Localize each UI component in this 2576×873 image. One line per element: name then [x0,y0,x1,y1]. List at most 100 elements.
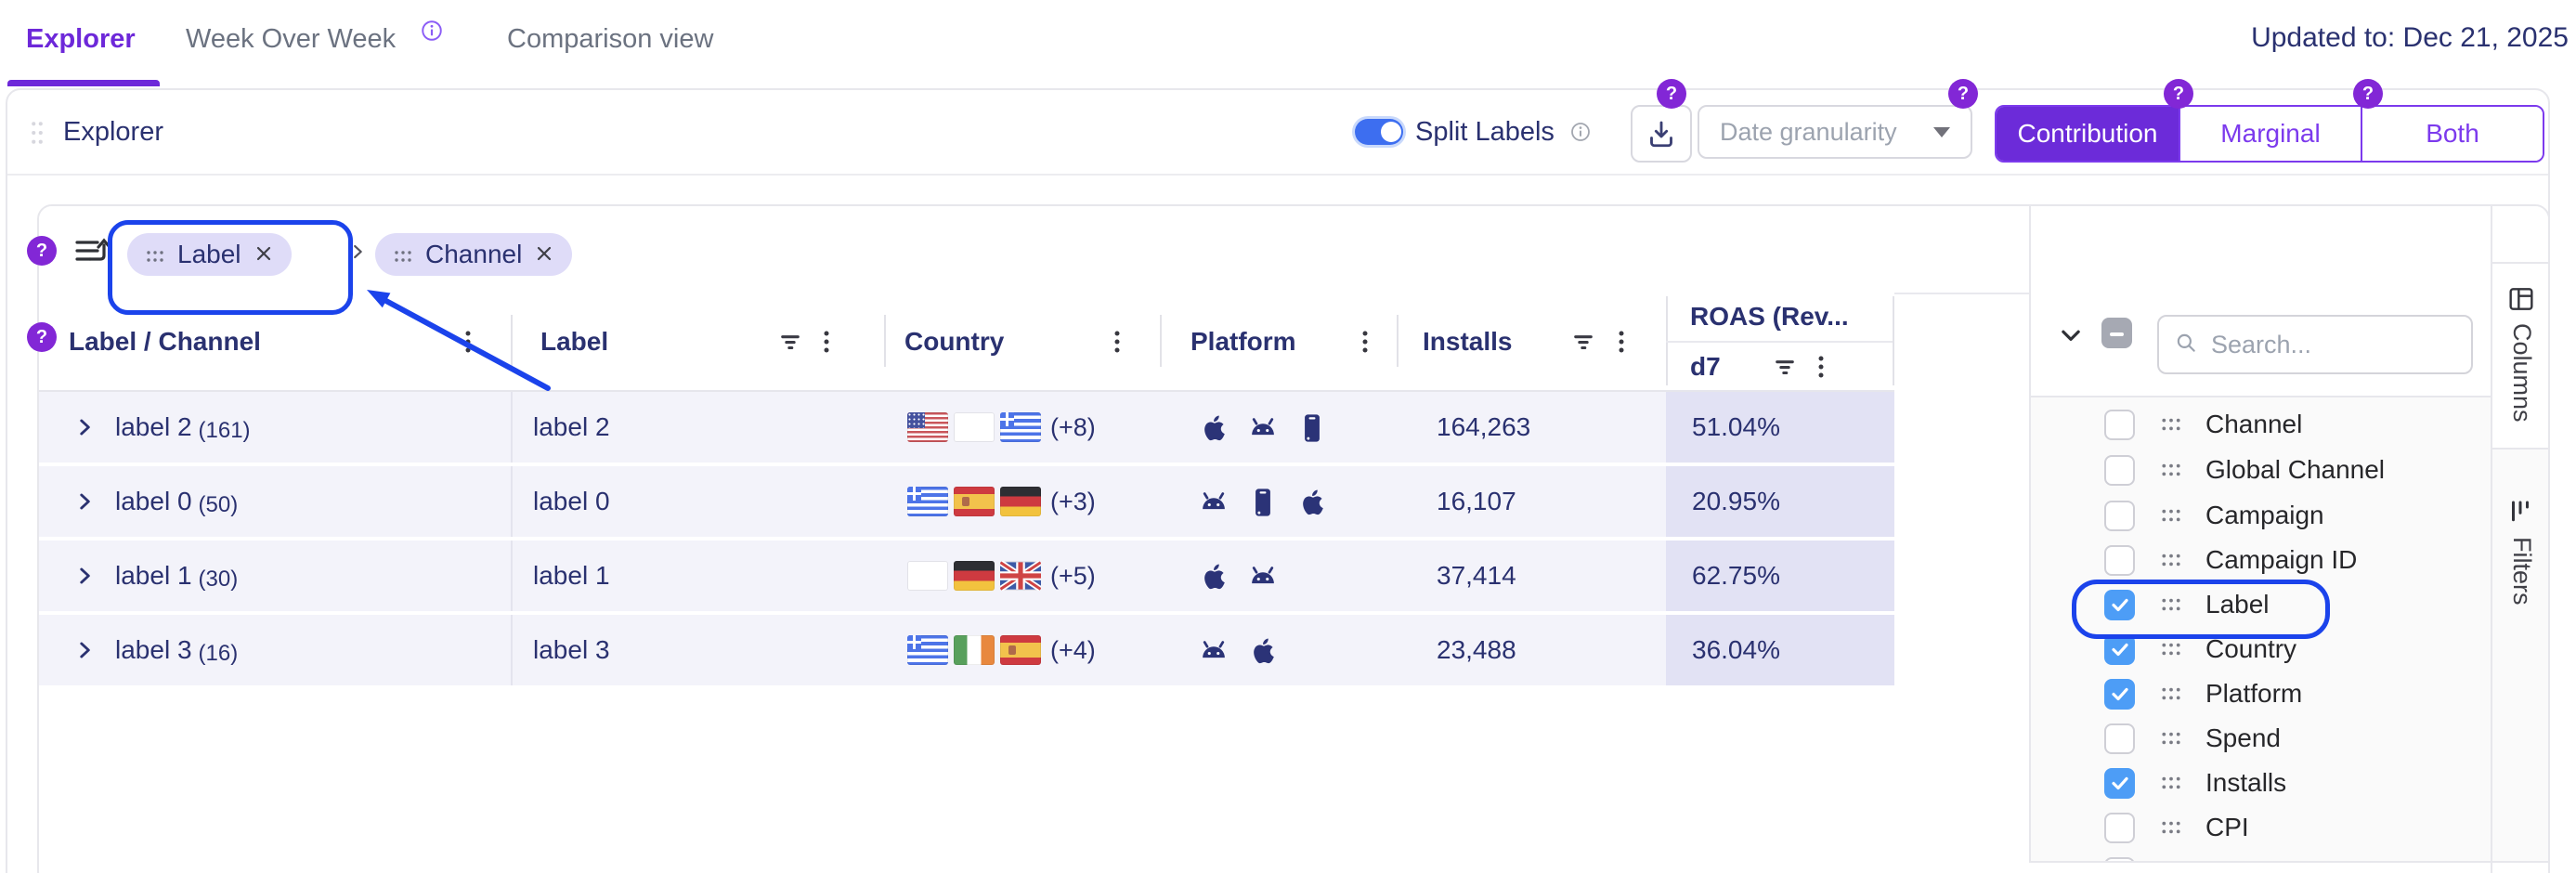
column-menu-icon[interactable] [464,330,472,354]
drag-handle-icon[interactable] [2161,686,2181,701]
column-menu-icon[interactable] [823,330,830,354]
column-menu-icon[interactable] [1618,330,1625,354]
checkbox[interactable] [2104,723,2135,754]
widget-toolbar: Explorer Split Labels ? Date granularity… [7,79,2548,176]
breakdown-pill-label[interactable]: Label [127,233,292,276]
column-item-label[interactable]: Label [2205,590,2270,619]
help-badge[interactable]: ? [2164,79,2193,109]
row-label: label 2 [533,412,610,441]
close-icon[interactable] [254,240,273,269]
drag-handle-icon[interactable] [2161,597,2181,612]
row-hierarchy-label[interactable]: label 1 (30) [115,561,239,592]
column-item-label[interactable]: Channel [2205,410,2303,438]
checkbox[interactable] [2104,409,2135,440]
select-all-checkbox[interactable] [2101,318,2132,348]
column-item-label[interactable]: Campaign [2205,501,2324,529]
checkbox[interactable] [2104,767,2135,799]
split-labels-toggle[interactable] [1352,116,1406,148]
column-item-label[interactable]: Country [2205,634,2297,663]
help-badge[interactable]: ? [27,322,57,352]
filter-icon[interactable] [778,330,802,354]
row-roas-cell: 51.04% [1666,392,1894,463]
checkbox[interactable] [2104,500,2135,531]
mode-segmented-control: Contribution Marginal Both [1995,105,2544,163]
columns-search-box[interactable] [2157,315,2473,374]
side-tab-label: Filters [2508,537,2536,606]
column-header-installs[interactable]: Installs [1423,326,1513,356]
expand-row-icon[interactable] [72,489,97,518]
column-menu-icon[interactable] [1361,330,1369,354]
mode-both-button[interactable]: Both [2361,107,2543,161]
row-hierarchy-label[interactable]: label 3 (16) [115,635,239,666]
row-label: label 1 [533,561,610,590]
info-icon[interactable] [1569,121,1592,148]
reorder-breakdowns-icon[interactable] [73,234,114,272]
collapse-panel-icon[interactable] [2057,321,2085,354]
column-header-country[interactable]: Country [904,326,1005,356]
filter-icon[interactable] [1571,330,1595,354]
expand-row-icon[interactable] [72,415,97,444]
checkbox[interactable] [2104,812,2135,843]
drag-handle-icon[interactable] [2161,553,2181,567]
close-icon[interactable] [535,240,553,269]
table-row[interactable]: label 0 (50) label 0 (+3) 16,107 20.95% [39,466,1894,537]
column-item-label[interactable]: CPI [2205,813,2249,841]
row-hierarchy-label[interactable]: label 2 (161) [115,412,251,443]
help-badge[interactable]: ? [2353,79,2383,109]
table-row[interactable]: label 2 (161) label 2 (+8) 164,263 51.04% [39,392,1894,463]
column-item-label[interactable]: Installs [2205,768,2287,797]
column-menu-icon[interactable] [1113,330,1121,354]
column-item-label[interactable]: Spend [2205,723,2281,752]
mode-contribution-button[interactable]: Contribution [1997,107,2179,161]
help-badge[interactable]: ? [1657,79,1686,109]
column-item-label[interactable]: Global Channel [2205,455,2386,484]
drag-handle-icon[interactable] [2161,463,2181,477]
checkbox[interactable] [2104,633,2135,665]
table-row[interactable]: label 1 (30) label 1 (+5) 37,414 62.75% [39,541,1894,611]
drag-handle-icon[interactable] [2161,417,2181,432]
checkbox[interactable] [2104,544,2135,576]
checkbox[interactable] [2104,856,2135,861]
column-item-label[interactable]: Campaign ID [2205,545,2358,574]
column-menu-icon[interactable] [1817,355,1825,379]
column-header-label[interactable]: Label [540,326,609,356]
checkbox[interactable] [2104,454,2135,486]
widget-title: Explorer [63,116,163,147]
expand-row-icon[interactable] [72,564,97,593]
breakdown-pill-channel[interactable]: Channel [375,233,573,276]
help-badge[interactable]: ? [1948,79,1978,109]
filter-icon[interactable] [1773,355,1797,379]
checkbox[interactable] [2104,678,2135,710]
info-icon[interactable] [420,19,444,47]
columns-panel-header [2031,206,2491,397]
row-hierarchy-label[interactable]: label 0 (50) [115,487,239,517]
mode-marginal-button[interactable]: Marginal [2179,107,2361,161]
checkbox[interactable] [2104,589,2135,620]
row-country-flags [907,635,1041,665]
date-granularity-select[interactable]: Date granularity [1698,105,1972,159]
drag-handle-icon[interactable] [2161,820,2181,835]
side-tab-strip: Columns Filters [2491,206,2548,873]
help-badge[interactable]: ? [27,236,57,266]
export-download-button[interactable] [1631,105,1692,163]
column-list-item: Global Channel [2031,448,2491,492]
drag-handle-icon[interactable] [2161,508,2181,523]
updated-to-text: Updated to: Dec 21, 2025 [2251,22,2569,53]
expand-row-icon[interactable] [72,638,97,667]
tab-comparison-view[interactable]: Comparison view [507,24,714,54]
tab-week-over-week[interactable]: Week Over Week [186,24,397,54]
drag-handle-icon[interactable] [2161,775,2181,790]
side-tab-filters[interactable]: Filters [2492,450,2548,863]
column-header-hierarchy[interactable]: Label / Channel [69,326,261,356]
column-header-roas[interactable]: ROAS (Rev... d7 [1666,293,1894,390]
search-input[interactable] [2209,329,2436,360]
drag-handle-icon[interactable] [30,120,45,150]
drag-handle-icon[interactable] [2161,642,2181,657]
tab-explorer[interactable]: Explorer [26,24,136,54]
table-row[interactable]: label 3 (16) label 3 (+4) 23,488 36.04% [39,615,1894,685]
side-tab-columns[interactable]: Columns [2492,264,2548,450]
column-header-platform[interactable]: Platform [1190,326,1296,356]
apple-icon [1245,633,1281,673]
drag-handle-icon[interactable] [2161,731,2181,746]
column-item-label[interactable]: Platform [2205,679,2303,708]
